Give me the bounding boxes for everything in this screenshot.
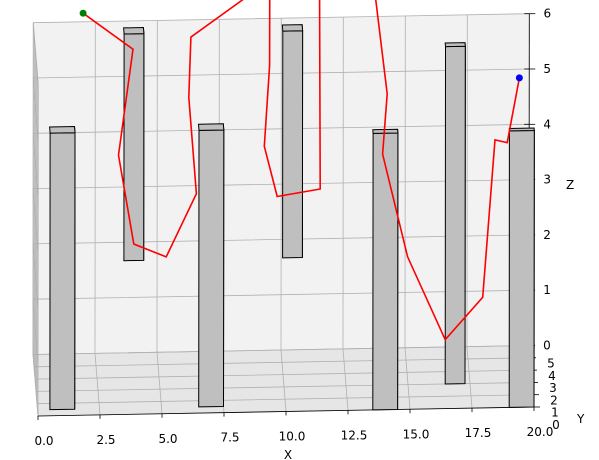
path-line <box>82 0 521 342</box>
grid-line-z <box>32 345 530 417</box>
path-series <box>82 0 521 342</box>
y-axis-title: Y <box>576 412 585 426</box>
z-tick-label: 1 <box>543 283 551 297</box>
pillar-5 <box>372 128 399 411</box>
x-tick-label: 7.5 <box>220 431 239 445</box>
y-tick-label: 4 <box>548 369 556 383</box>
obstacle-front-face <box>198 129 225 408</box>
pillar-4 <box>281 24 304 259</box>
grid-line-z <box>32 234 530 306</box>
pillar-6 <box>444 42 466 385</box>
grid-line-z <box>32 289 530 361</box>
obstacles <box>49 24 535 411</box>
pillar-7 <box>508 127 535 408</box>
y-tick-label: 2 <box>550 393 558 407</box>
grid-line-z <box>32 13 530 85</box>
x-axis-title: X <box>284 448 292 460</box>
x-tick-label: 20.0 <box>527 425 554 439</box>
grid-line-z <box>32 68 530 140</box>
x-tick-label: 0.0 <box>34 434 53 448</box>
obstacle-top-face <box>49 125 76 134</box>
z-tick-label: 3 <box>543 173 551 187</box>
tick-labels: 0.0 2.5 5.0 7.5 10.0 12.5 15.0 17.5 20.001234501… <box>34 7 559 448</box>
obstacle-top-face <box>444 42 466 48</box>
obstacle-front-face <box>123 33 145 262</box>
z-axis-title: Z <box>566 178 574 192</box>
obstacle-front-face <box>282 30 304 259</box>
obstacle-top-face <box>281 24 304 32</box>
obstacle-top-face <box>508 127 535 132</box>
grid-line-z <box>32 123 530 195</box>
obstacle-front-face <box>372 132 399 411</box>
z-tick-label: 4 <box>543 117 551 131</box>
z-tick-label: 6 <box>543 7 551 21</box>
y-tick-label: 1 <box>551 406 559 420</box>
end-marker <box>515 74 523 82</box>
pillar-1 <box>49 125 76 411</box>
x-tick-label: 15.0 <box>403 427 430 441</box>
obstacle-front-face <box>444 45 466 385</box>
y-tick-label: 0 <box>552 418 560 432</box>
markers <box>79 9 523 82</box>
x-tick-label: 12.5 <box>341 428 368 442</box>
z-tick-label: 5 <box>543 62 551 76</box>
obstacle-top-face <box>123 26 145 35</box>
pillar-3 <box>197 123 225 408</box>
x-tick-label: 10.0 <box>279 430 306 444</box>
start-marker <box>79 9 87 17</box>
grid-line-z <box>32 179 530 251</box>
obstacle-top-face <box>197 123 225 131</box>
obstacle-front-face <box>508 129 535 408</box>
pillar-2 <box>123 26 145 262</box>
y-tick-label: 5 <box>547 357 555 371</box>
x-tick-label: 2.5 <box>96 433 115 447</box>
x-tick-label: 5.0 <box>158 432 177 446</box>
z-tick-label: 0 <box>543 339 551 353</box>
y-tick-label: 3 <box>549 381 557 395</box>
z-tick-label: 2 <box>543 228 551 242</box>
x-tick-label: 17.5 <box>465 426 492 440</box>
obstacle-front-face <box>49 132 76 411</box>
obstacle-top-face <box>372 128 399 134</box>
